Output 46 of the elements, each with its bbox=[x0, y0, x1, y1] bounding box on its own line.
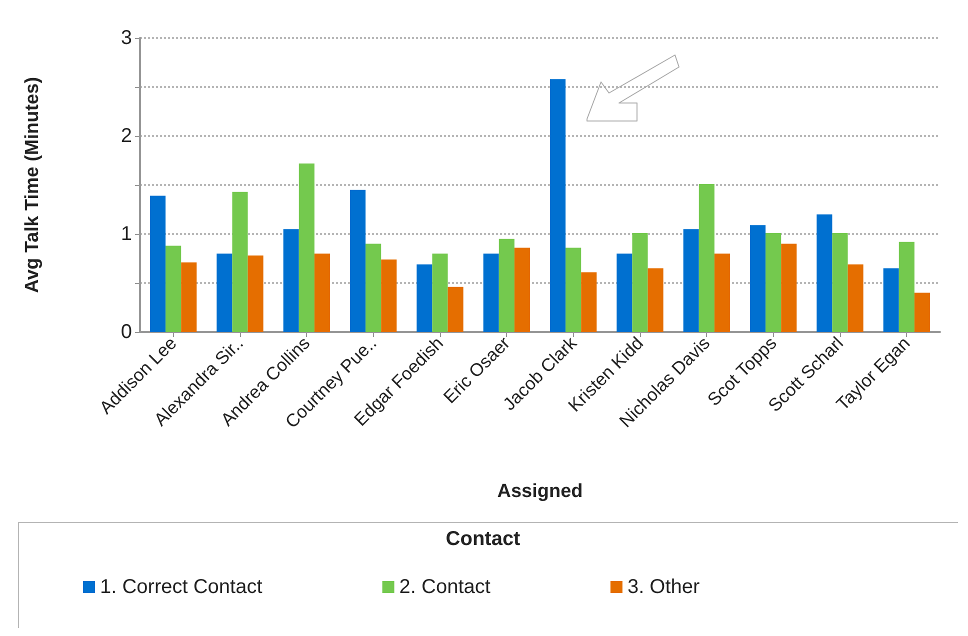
bar bbox=[483, 254, 499, 332]
bar bbox=[283, 229, 299, 332]
bar bbox=[232, 192, 248, 332]
legend-label: 3. Other bbox=[627, 576, 700, 598]
bar bbox=[616, 254, 632, 332]
bar bbox=[898, 242, 914, 332]
y-tick-label: 3 bbox=[120, 27, 132, 49]
bar bbox=[350, 190, 366, 332]
bar bbox=[166, 246, 182, 332]
bar bbox=[298, 163, 314, 332]
bar bbox=[248, 256, 264, 332]
bar bbox=[416, 264, 432, 332]
bar bbox=[632, 233, 648, 332]
y-tick-label: 0 bbox=[120, 321, 132, 343]
bar bbox=[550, 79, 566, 332]
bar bbox=[832, 233, 848, 332]
bar bbox=[514, 248, 530, 332]
y-tick-label: 2 bbox=[120, 125, 132, 147]
bar bbox=[750, 225, 766, 332]
bar bbox=[381, 259, 397, 332]
bar bbox=[498, 238, 514, 332]
bar bbox=[698, 184, 714, 332]
bar bbox=[816, 214, 832, 332]
legend-label: 2. Contact bbox=[399, 576, 491, 598]
bar bbox=[448, 286, 464, 332]
bar bbox=[714, 254, 730, 332]
bar bbox=[781, 244, 797, 332]
bar bbox=[150, 196, 166, 332]
bar bbox=[216, 254, 232, 332]
bar bbox=[181, 262, 197, 332]
y-axis-title: Avg Talk Time (Minutes) bbox=[22, 76, 43, 294]
bar bbox=[314, 254, 330, 332]
bar bbox=[848, 264, 864, 332]
x-axis-title: Assigned bbox=[497, 481, 583, 502]
bar bbox=[683, 229, 699, 332]
y-tick-label: 1 bbox=[120, 223, 132, 245]
bar bbox=[566, 248, 582, 332]
legend-title: Contact bbox=[446, 528, 521, 550]
bar bbox=[366, 244, 382, 332]
bar bbox=[766, 233, 782, 332]
bar bbox=[581, 272, 597, 332]
bar bbox=[648, 268, 664, 332]
bar bbox=[432, 254, 448, 332]
bar bbox=[914, 292, 930, 332]
legend-label: 1. Correct Contact bbox=[100, 576, 263, 598]
bar bbox=[883, 268, 899, 332]
